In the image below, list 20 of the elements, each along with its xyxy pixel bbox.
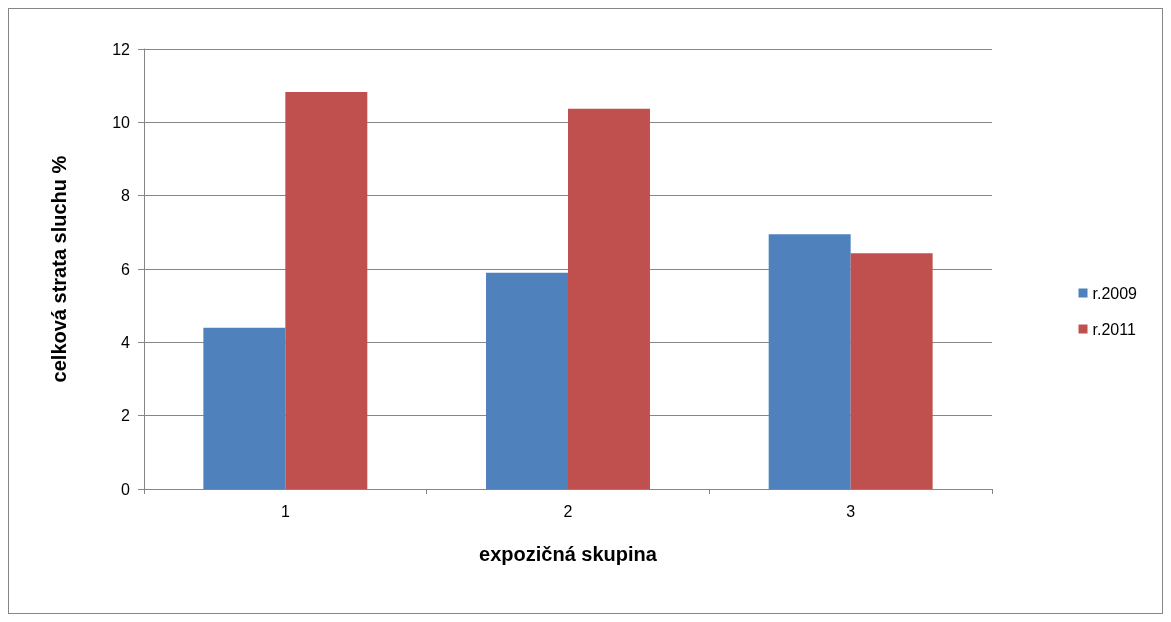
bar	[850, 253, 933, 489]
legend-label: r.2011	[1092, 320, 1136, 338]
y-tick-label: 6	[121, 260, 131, 278]
bar	[768, 234, 851, 489]
bar	[203, 327, 286, 489]
x-tick-label: 1	[280, 502, 290, 520]
y-tick-label: 12	[112, 40, 131, 58]
x-tick-label: 2	[563, 502, 573, 520]
y-tick-label: 10	[112, 113, 131, 131]
x-tick-label: 3	[846, 502, 856, 520]
bar	[568, 108, 650, 489]
x-axis-title: expozičná skupina	[479, 543, 658, 565]
bar	[285, 91, 368, 489]
y-tick-label: 2	[121, 407, 131, 425]
y-tick-label: 8	[121, 187, 131, 205]
y-tick-label: 0	[121, 480, 131, 498]
y-tick-label: 4	[121, 333, 131, 351]
bar	[486, 272, 568, 489]
legend-label: r.2009	[1092, 284, 1138, 302]
y-axis-title: celková strata sluchu %	[48, 155, 70, 383]
